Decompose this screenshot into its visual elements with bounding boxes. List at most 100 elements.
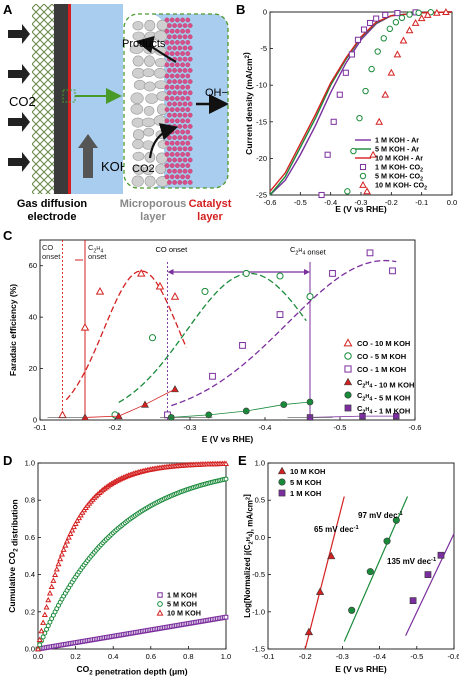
y-axis-label: Cumulative CO2 distribution xyxy=(7,499,20,612)
series-point-3 xyxy=(373,15,380,22)
catalyst-particle xyxy=(185,17,191,23)
series-point-4 xyxy=(392,19,400,26)
annotation-tafel-1m: 135 mV dec-1 xyxy=(387,557,437,566)
catalyst-particle xyxy=(172,23,177,28)
series-point-2 xyxy=(409,597,417,605)
catalyst-particle xyxy=(172,157,177,163)
catalyst-particle xyxy=(180,152,185,157)
series-point-3 xyxy=(354,36,362,43)
catalyst-particle xyxy=(167,79,172,84)
koh-label: KOH xyxy=(101,159,129,174)
series-point-3 xyxy=(342,69,349,76)
y-tick-label: -0.5 xyxy=(252,570,265,579)
legend-swatch xyxy=(277,466,287,475)
annotation-co-onset-left: CO xyxy=(42,243,53,252)
legend-label: C2H4 - 5 M KOH xyxy=(357,391,410,402)
series-point-2 xyxy=(57,555,64,562)
series-line-3 xyxy=(84,388,176,418)
microporous-particle xyxy=(132,55,144,67)
legend-swatch xyxy=(278,489,286,497)
catalyst-particle xyxy=(182,112,188,118)
microporous-particle xyxy=(144,175,156,187)
series-point-5 xyxy=(423,10,432,18)
catalyst-particle xyxy=(185,51,191,56)
microporous-particle xyxy=(133,79,146,91)
y-tick-label: 1.0 xyxy=(25,459,35,468)
catalyst-particle xyxy=(187,45,193,51)
catalyst-particle xyxy=(167,68,172,73)
legend-swatch xyxy=(278,478,286,486)
series-point-2 xyxy=(239,342,246,349)
catalyst-particle xyxy=(187,180,193,185)
panel-letter-a: A xyxy=(3,2,13,17)
series-point-2 xyxy=(329,270,336,277)
legend-label: 1 M KOH- CO2 xyxy=(375,163,423,174)
series-point-5 xyxy=(363,187,371,195)
y-tick-label: -1.0 xyxy=(252,607,265,616)
catalyst-particle xyxy=(175,51,180,56)
catalyst-particle xyxy=(167,23,172,28)
catalyst-particle xyxy=(180,174,185,180)
series-point-4 xyxy=(386,25,394,33)
y-tick-label: 60 xyxy=(29,261,37,270)
catalyst-particle xyxy=(175,174,180,180)
series-point-2 xyxy=(67,530,74,536)
series-point-3 xyxy=(318,191,325,199)
x-axis-label: E (V vs RHE) xyxy=(335,664,387,674)
x-tick-label: 0.6 xyxy=(146,652,156,661)
gas-diffusion-mesh xyxy=(32,4,54,194)
catalyst-particle xyxy=(177,45,183,51)
catalyst-particle xyxy=(180,62,185,68)
series-point-4 xyxy=(380,35,387,42)
arrow-head-right xyxy=(304,269,310,275)
x-tick-label: 0.8 xyxy=(183,652,193,661)
catalyst-particle xyxy=(169,17,175,23)
y-tick-label: -10 xyxy=(256,81,267,90)
series-point-5 xyxy=(387,68,396,76)
catalyst-particle xyxy=(175,17,180,23)
series-point-4 xyxy=(398,14,406,22)
annotation-co-onset-left: onset xyxy=(42,252,61,261)
catalyst-particle xyxy=(187,101,193,107)
y-axis-label: Faradaic efficiency (%) xyxy=(8,284,18,376)
legend-label: 10 M KOH xyxy=(290,467,325,476)
y-tick-label: -15 xyxy=(256,117,267,126)
catalyst-particle xyxy=(169,129,175,135)
x-tick-label: -0.2 xyxy=(109,423,122,432)
panel-c-chart: C -0.1 -0.2 -0.3 -0.4 -0.5 -0.60204060COonset… xyxy=(3,228,421,444)
legend-label: 1 M KOH xyxy=(290,489,321,498)
catalyst-particle xyxy=(180,28,185,34)
microporous-particle xyxy=(142,166,154,176)
catalyst-particle xyxy=(185,129,191,135)
fit-curve-10m xyxy=(65,270,187,401)
y-tick-label: -20 xyxy=(256,154,267,163)
series-point-1 xyxy=(242,269,250,277)
legend-swatch xyxy=(156,609,164,616)
catalyst-particle xyxy=(164,17,170,23)
microporous-particle xyxy=(144,19,156,32)
catalyst-particle xyxy=(167,34,172,40)
catalyst-particle xyxy=(167,90,172,96)
catalyst-particle xyxy=(185,84,191,90)
x-tick-label: -0.1 xyxy=(415,198,428,207)
catalyst-particle xyxy=(172,168,177,174)
series-point-2 xyxy=(48,583,55,590)
series-point-2 xyxy=(55,560,62,567)
x-axis-label: E (V vs RHE) xyxy=(335,204,387,214)
catalyst-particle xyxy=(175,84,180,90)
microporous-particle xyxy=(145,93,159,104)
series-point-5 xyxy=(393,50,402,58)
series-point-0 xyxy=(223,614,229,620)
series-point-3 xyxy=(394,10,401,17)
catalyst-particle xyxy=(177,23,183,28)
series-point-1 xyxy=(40,634,46,640)
series-point-4 xyxy=(344,188,351,195)
microporous-label-1: Microporous xyxy=(120,198,187,210)
catalyst-particle xyxy=(187,135,193,140)
catalyst-particle xyxy=(187,79,193,84)
catalyst-particle xyxy=(169,118,175,124)
catalyst-particle xyxy=(180,84,185,90)
catalyst-particle xyxy=(177,135,183,140)
series-point-3 xyxy=(360,26,368,33)
catalyst-particle xyxy=(177,34,183,40)
